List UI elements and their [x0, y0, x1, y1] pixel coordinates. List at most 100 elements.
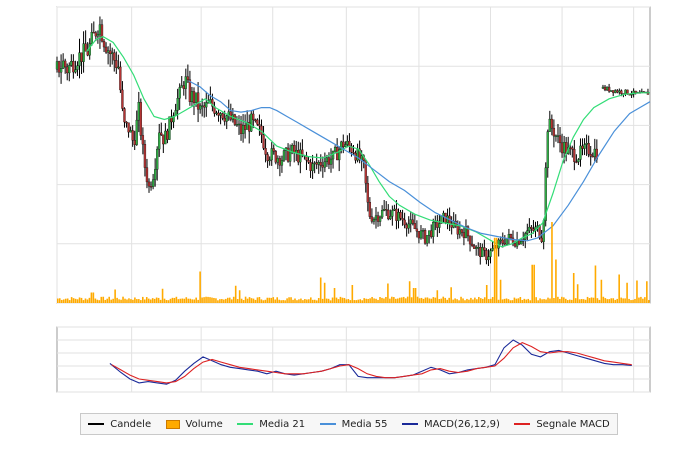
- candle-body: [456, 225, 459, 235]
- volume-bar: [308, 299, 310, 303]
- volume-bar: [559, 298, 561, 303]
- volume-bar: [70, 297, 73, 303]
- volume-bar: [412, 288, 415, 303]
- price-panel: [55, 6, 651, 304]
- volume-bar: [173, 297, 176, 303]
- legend-item-media-21[interactable]: Media 21: [237, 419, 305, 430]
- candle-body: [100, 24, 104, 42]
- volume-bar: [495, 237, 498, 303]
- candle-body: [323, 161, 327, 168]
- candle-body: [252, 113, 255, 120]
- volume-bar: [555, 259, 557, 303]
- candle-body: [380, 210, 384, 218]
- volume-bar: [634, 298, 636, 303]
- candle-body: [102, 41, 106, 48]
- chart-legend: Candele Volume Media 21 Media 55 MACD(26…: [80, 413, 618, 435]
- volume-bar: [610, 298, 613, 303]
- candle-body: [399, 212, 402, 219]
- volume-bar: [177, 299, 180, 303]
- volume-bar: [149, 299, 152, 303]
- volume-bar: [400, 297, 403, 303]
- candle-body: [178, 87, 181, 99]
- legend-swatch-media-21: [237, 423, 254, 425]
- candle-body: [458, 229, 461, 235]
- volume-bar: [422, 298, 425, 303]
- legend-label-volume: Volume: [185, 418, 223, 430]
- volume-bar: [254, 299, 257, 303]
- candle-body: [530, 226, 533, 229]
- candle-body: [507, 234, 511, 239]
- candle-body: [74, 69, 77, 73]
- candle-body: [196, 92, 200, 110]
- volume-bar: [505, 298, 508, 303]
- candle-body: [123, 108, 126, 123]
- candle-body: [76, 65, 79, 70]
- macd-panel: [56, 326, 651, 393]
- volume-bar: [292, 299, 294, 303]
- volume-bar: [430, 298, 433, 303]
- volume-bar: [62, 299, 65, 303]
- candle-body: [438, 223, 441, 228]
- volume-bar: [371, 296, 373, 303]
- candle-body: [368, 202, 372, 217]
- legend-item-macd[interactable]: MACD(26,12,9): [401, 419, 500, 430]
- candle-body: [143, 144, 147, 168]
- candle-body: [190, 91, 194, 103]
- candle-body: [335, 147, 339, 161]
- candle-body: [338, 149, 341, 161]
- volume-bar: [159, 299, 162, 303]
- candle-body: [68, 65, 71, 74]
- legend-label-media-21: Media 21: [259, 418, 306, 430]
- candle-body: [468, 235, 472, 245]
- candle-body: [397, 212, 400, 221]
- candle-body: [383, 209, 386, 211]
- candle-body: [59, 68, 63, 73]
- candle-body: [483, 247, 486, 251]
- candle-body: [589, 154, 592, 157]
- candle-body: [72, 61, 75, 73]
- candle-body: [317, 162, 320, 165]
- volume-bar: [260, 299, 263, 303]
- candle-body: [569, 147, 572, 149]
- legend-item-volume[interactable]: Volume: [165, 418, 223, 430]
- volume-bar: [189, 298, 192, 303]
- candle-body: [481, 247, 484, 258]
- candle-body: [84, 43, 87, 52]
- volume-bar: [545, 299, 547, 303]
- candle-body: [407, 223, 410, 229]
- volume-bar: [523, 298, 526, 303]
- candle-body: [472, 245, 476, 249]
- volume-bar: [387, 283, 389, 303]
- candle-body: [223, 118, 226, 122]
- volume-bar: [572, 273, 575, 303]
- legend-item-candele[interactable]: Candele: [88, 419, 151, 430]
- volume-bar: [304, 299, 306, 303]
- candle-body: [573, 149, 576, 162]
- candle-body: [291, 145, 294, 153]
- candle-body: [307, 160, 310, 163]
- candle-body: [96, 34, 100, 37]
- volume-bar: [140, 300, 142, 303]
- volume-bar: [614, 299, 617, 303]
- volume-bar: [584, 299, 587, 303]
- volume-bar: [228, 297, 231, 303]
- volume-bar: [272, 297, 275, 303]
- candle-body: [550, 118, 553, 129]
- candle-body: [186, 76, 190, 80]
- volume-bar: [450, 287, 452, 303]
- legend-item-segnale-macd[interactable]: Segnale MACD: [514, 419, 610, 430]
- volume-bar: [185, 297, 188, 303]
- legend-swatch-candele: [88, 423, 105, 425]
- legend-item-media-55[interactable]: Media 55: [319, 419, 388, 430]
- candle-body: [111, 52, 114, 55]
- volume-bar: [290, 297, 292, 303]
- volume-bar: [116, 297, 118, 303]
- volume-bar: [250, 298, 253, 303]
- volume-bar: [612, 298, 615, 303]
- volume-bar: [104, 299, 107, 303]
- candle-body: [503, 242, 506, 245]
- candle-body: [513, 243, 517, 247]
- candle-body: [605, 86, 609, 91]
- candle-body: [237, 123, 241, 126]
